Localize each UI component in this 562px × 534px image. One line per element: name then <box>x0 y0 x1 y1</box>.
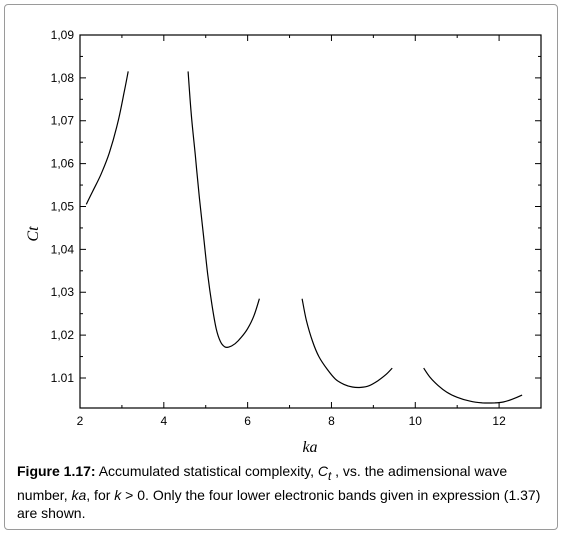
caption-text-3: , for <box>86 486 115 503</box>
y-tick-label: 1,05 <box>51 199 75 213</box>
caption-text-2: , vs. the adimensional wave number, <box>17 463 508 503</box>
x-tick-label: 8 <box>328 414 335 428</box>
x-tick-label: 10 <box>409 414 423 428</box>
y-tick-label: 1,03 <box>51 285 75 299</box>
band-4-curve <box>423 367 523 404</box>
plot-border <box>79 34 542 409</box>
caption-ka: ka <box>71 486 87 503</box>
band-3-curve <box>301 298 393 389</box>
caption-text-4: > 0. Only the four lower electronic band… <box>17 486 541 521</box>
x-tick-label: 4 <box>160 414 167 428</box>
x-tick-label: 6 <box>244 414 251 428</box>
band-2-curve <box>187 71 260 349</box>
y-tick-label: 1,08 <box>51 71 75 85</box>
figure-caption: Figure 1.17: Accumulated statistical com… <box>17 462 549 522</box>
band-1-curve <box>85 71 129 205</box>
curves <box>85 71 523 404</box>
x-axis-title: ka <box>302 439 317 456</box>
y-axis-title: Ct <box>25 226 42 242</box>
y-tick-label: 1,02 <box>51 328 75 342</box>
y-tick-label: 1,09 <box>51 28 75 42</box>
caption-symbol-t: t <box>328 469 332 483</box>
caption-symbol-c: C <box>317 463 328 479</box>
caption-k: k <box>114 486 122 503</box>
y-tick-label: 1.01 <box>51 371 75 385</box>
x-tick-label: 2 <box>77 414 84 428</box>
axis-tick-labels: 2 4 6 8 10 12 1.01 1,02 1,03 1,04 1,05 1,06 1,07 1,08… <box>51 28 506 428</box>
x-tick-label: 12 <box>492 414 506 428</box>
axis-ticks <box>79 34 541 408</box>
y-tick-label: 1,06 <box>51 157 75 171</box>
caption-label: Figure 1.17: <box>17 463 96 479</box>
y-tick-label: 1,07 <box>51 114 75 128</box>
plot-area <box>79 34 542 409</box>
caption-text-1: Accumulated statistical complexity, <box>95 463 318 479</box>
figure-frame <box>4 4 558 530</box>
chart: 2 4 6 8 10 12 1.01 1,02 1,03 1,04 1,05 1,06 1,07 1,08… <box>25 28 542 456</box>
y-tick-label: 1,04 <box>51 242 75 256</box>
